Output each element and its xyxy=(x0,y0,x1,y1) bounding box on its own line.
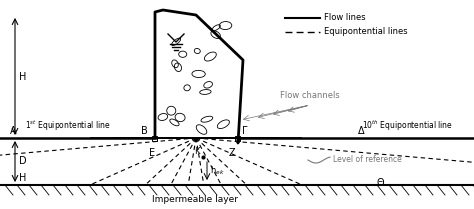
Text: h$_{ek}$: h$_{ek}$ xyxy=(210,165,225,177)
Text: K: K xyxy=(194,147,200,156)
Text: E: E xyxy=(149,148,155,158)
Bar xyxy=(153,135,157,140)
Text: 10$^{th}$ Equipontential line: 10$^{th}$ Equipontential line xyxy=(362,119,453,133)
Bar xyxy=(236,135,240,140)
Text: Impermeable layer: Impermeable layer xyxy=(152,195,238,204)
Text: H: H xyxy=(19,71,27,82)
Text: A: A xyxy=(10,126,17,136)
Text: Γ: Γ xyxy=(242,126,247,136)
Text: 1$^{st}$ Equipontential line: 1$^{st}$ Equipontential line xyxy=(25,119,110,133)
Text: Z: Z xyxy=(228,148,235,158)
Text: Θ: Θ xyxy=(376,178,384,188)
Text: B: B xyxy=(141,126,148,136)
Text: D: D xyxy=(19,157,27,167)
Text: Equipontential lines: Equipontential lines xyxy=(324,28,408,37)
Text: Flow lines: Flow lines xyxy=(324,14,365,23)
Text: Level of reference: Level of reference xyxy=(333,155,402,164)
Text: H: H xyxy=(19,173,27,183)
Text: Δ: Δ xyxy=(358,126,365,136)
Text: Flow channels: Flow channels xyxy=(280,91,340,100)
